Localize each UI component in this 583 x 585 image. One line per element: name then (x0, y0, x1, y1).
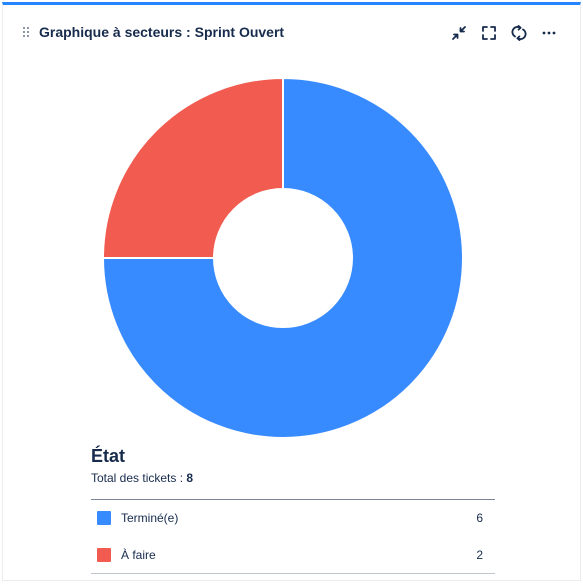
gadget-title: Graphique à secteurs : Sprint Ouvert (39, 24, 285, 40)
legend-count: 2 (476, 548, 483, 562)
legend-swatch (97, 548, 111, 562)
pie-slice-done[interactable] (103, 78, 463, 438)
total-label: Total des tickets : (91, 471, 187, 485)
legend-row[interactable]: Terminé(e) 6 (91, 500, 495, 536)
gadget-actions (450, 23, 558, 43)
pie-slice-todo[interactable] (103, 78, 284, 259)
total-tickets: Total des tickets : 8 (91, 470, 495, 486)
legend-count: 6 (476, 511, 483, 525)
gadget-header: Graphique à secteurs : Sprint Ouvert (3, 5, 580, 53)
minimize-icon[interactable] (450, 24, 468, 42)
legend-row[interactable]: À faire 2 (91, 536, 495, 573)
legend-area: État Total des tickets : 8 Terminé(e) 6 À … (91, 445, 495, 574)
total-value: 8 (186, 471, 194, 485)
more-icon[interactable] (540, 24, 558, 42)
legend-table: Terminé(e) 6 À faire 2 (91, 499, 495, 574)
fullscreen-icon[interactable] (480, 24, 498, 42)
legend-swatch (97, 511, 111, 525)
legend-heading: État (91, 446, 126, 466)
drag-handle-icon[interactable] (23, 27, 29, 37)
legend-label[interactable]: Terminé(e) (121, 511, 179, 525)
donut-chart (103, 78, 463, 438)
refresh-icon[interactable] (510, 24, 528, 42)
legend-label[interactable]: À faire (121, 548, 156, 562)
